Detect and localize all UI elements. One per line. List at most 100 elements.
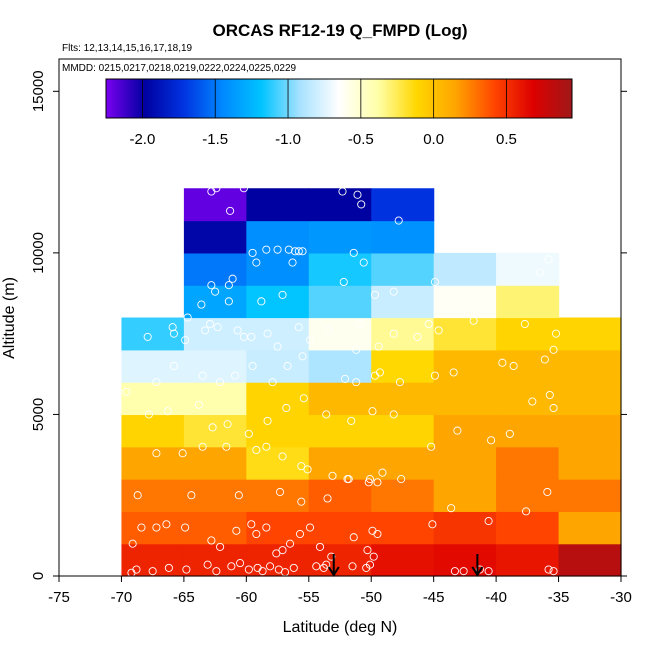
observation-point	[374, 342, 383, 351]
observation-point	[339, 277, 348, 287]
heatmap-cell	[496, 511, 560, 545]
observation-point	[162, 520, 171, 529]
observation-point	[540, 355, 549, 364]
heatmap-cell	[371, 317, 435, 351]
observation-point	[152, 523, 161, 532]
observation-point	[355, 319, 365, 329]
heatmap-cell	[246, 252, 310, 286]
observation-point	[152, 449, 161, 458]
heatmap-cell	[433, 511, 497, 545]
observation-point	[544, 565, 553, 574]
observation-point	[178, 449, 187, 458]
x-tick-label: -40	[485, 589, 507, 606]
heatmap-cell	[496, 414, 560, 448]
heatmap-cell	[371, 414, 435, 448]
observation-point	[389, 410, 398, 419]
observation-point	[273, 342, 282, 351]
observation-point	[535, 268, 544, 277]
heatmap-cell	[371, 285, 435, 319]
observation-point	[294, 323, 303, 332]
observation-point	[338, 187, 347, 196]
observation-point	[164, 563, 173, 572]
heatmap-cell	[371, 543, 435, 577]
y-tick-label: 10000	[30, 232, 47, 274]
y-axis-label: Altitude (m)	[1, 277, 18, 359]
heatmap-cell	[121, 479, 185, 512]
observation-point	[327, 552, 336, 561]
observation-point	[239, 184, 248, 193]
x-axis-ticks: -75 -70 -65 -60 -55 -50 -45 -40 -35 -30	[48, 576, 632, 606]
observation-point	[509, 361, 518, 371]
observation-point	[469, 316, 478, 325]
heatmap-cell	[121, 414, 185, 448]
heatmap-cell	[371, 252, 435, 286]
observation-point	[278, 290, 287, 299]
heatmap-cell	[183, 285, 247, 319]
observation-point	[273, 245, 282, 254]
observation-point	[128, 539, 137, 548]
heatmap-cell	[433, 382, 497, 416]
heatmap-cell	[433, 252, 497, 286]
observation-point	[389, 287, 398, 296]
observation-point	[475, 565, 484, 574]
observation-point	[322, 410, 331, 419]
heatmap-cell	[308, 446, 372, 480]
observation-point	[231, 371, 240, 380]
location-arrow	[471, 554, 484, 577]
heatmap-cell	[183, 220, 247, 254]
observation-point	[288, 258, 297, 267]
observation-point	[284, 245, 293, 254]
observation-point	[364, 478, 373, 487]
observation-point	[430, 371, 439, 380]
observation-point	[347, 416, 356, 425]
observation-point	[152, 378, 161, 387]
y-tick-label: 15000	[30, 70, 47, 112]
observation-point	[424, 319, 433, 329]
observation-point	[239, 332, 248, 341]
observation-point	[359, 258, 368, 267]
observation-point	[303, 465, 312, 474]
observation-point	[353, 190, 362, 199]
flights-subtitle: Flts: 12,13,14,15,16,17,18,19	[62, 43, 193, 54]
observation-point	[276, 487, 285, 497]
observation-point	[268, 378, 277, 387]
heatmap-cell	[183, 414, 247, 448]
colorbar: -2.0 -1.5 -1.0 -0.5 0.0 0.5	[105, 78, 573, 148]
observation-point	[289, 563, 298, 572]
colorbar-tick-label: 0.5	[496, 131, 517, 148]
observation-point	[397, 475, 406, 484]
y-tick-label: 5000	[30, 398, 47, 431]
observation-point	[244, 429, 253, 438]
observation-point	[430, 277, 439, 287]
observation-point	[370, 290, 380, 299]
observation-point	[206, 319, 215, 329]
observation-point	[248, 361, 257, 371]
observation-point	[252, 258, 261, 267]
heatmap-cell	[433, 285, 497, 319]
observation-point	[252, 529, 261, 539]
x-tick-label: -75	[48, 589, 70, 606]
observation-point	[262, 442, 271, 451]
observation-point	[212, 184, 221, 193]
observation-point	[323, 494, 332, 503]
plot-frame	[58, 58, 622, 577]
observation-point	[234, 491, 243, 500]
heatmap-cell	[371, 188, 435, 222]
observation-point	[498, 358, 507, 367]
heatmap-cell	[433, 317, 497, 351]
colorbar-tick-label: -2.0	[129, 131, 155, 148]
observation-point	[197, 300, 206, 309]
observation-point	[207, 281, 216, 290]
observation-point	[203, 560, 212, 569]
observation-point	[295, 529, 305, 539]
observation-point	[183, 313, 192, 322]
heatmap-cell	[308, 543, 372, 577]
observation-point	[549, 567, 558, 576]
heatmap-cell	[433, 414, 497, 448]
observation-point	[208, 423, 217, 432]
observation-point	[224, 281, 233, 290]
chart-title: ORCAS RF12-19 Q_FMPD (Log)	[212, 21, 467, 40]
heatmap-cell	[183, 349, 247, 383]
observation-point	[226, 206, 235, 215]
observation-point	[181, 523, 190, 532]
